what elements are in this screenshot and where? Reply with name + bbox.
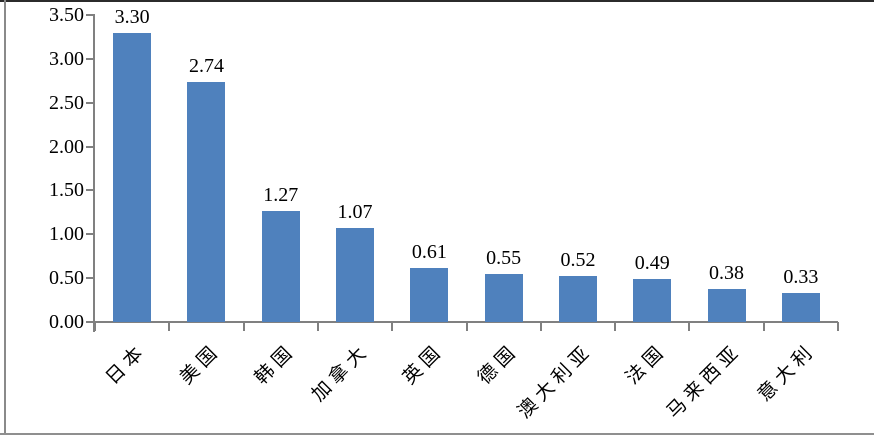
y-axis-tick (86, 321, 93, 323)
bar (484, 273, 523, 322)
x-axis-category-label: 德国 (473, 340, 523, 389)
x-axis-tick (539, 322, 542, 331)
y-axis-tick (86, 57, 93, 60)
bar-value-label: 0.52 (560, 249, 596, 272)
x-axis-line (87, 321, 838, 323)
x-axis-tick (465, 322, 468, 331)
x-axis-tick (688, 322, 691, 331)
y-axis-tick-label: 2.00 (49, 135, 84, 158)
x-axis-tick (391, 322, 394, 331)
bar (261, 210, 300, 322)
y-axis-tick (86, 101, 93, 104)
y-axis-tick-label: 0.00 (49, 311, 84, 333)
bar (633, 279, 672, 322)
y-axis-tick-label: 1.50 (49, 179, 84, 202)
x-axis-tick (242, 322, 245, 331)
x-axis-category-label: 澳大利亚 (514, 340, 597, 423)
x-axis-tick (837, 322, 839, 331)
y-axis-tick (86, 145, 93, 148)
y-axis-tick (86, 277, 93, 280)
x-axis-category-label: 英国 (399, 340, 449, 389)
y-axis-tick (86, 189, 93, 192)
bar-value-label: 2.74 (188, 54, 224, 77)
x-axis-tick (94, 322, 96, 331)
y-axis-tick-label: 3.00 (49, 47, 84, 70)
bar-value-label: 0.55 (486, 246, 522, 269)
y-axis-tick (86, 233, 93, 236)
y-axis-tick-label: 3.50 (49, 4, 84, 26)
y-axis-tick (86, 14, 93, 16)
frame-border-bottom (0, 433, 874, 435)
bar (113, 32, 152, 322)
bar-value-label: 1.07 (337, 201, 373, 224)
bar (336, 228, 375, 322)
x-axis-tick (614, 322, 617, 331)
bar-value-label: 0.33 (783, 266, 819, 289)
x-axis-category-label: 意大利 (753, 340, 820, 406)
bar (410, 268, 449, 322)
x-axis-category-label: 韩国 (250, 340, 300, 389)
y-axis-tick-label: 0.50 (49, 267, 84, 290)
x-axis-category-label: 法国 (622, 340, 672, 389)
y-axis-tick-label: 2.50 (49, 91, 84, 114)
x-axis-category-label: 日本 (102, 340, 152, 389)
bar (558, 276, 597, 322)
x-axis-tick (316, 322, 319, 331)
frame-border-top (0, 0, 874, 2)
bar-value-label: 3.30 (114, 5, 150, 28)
y-axis-line (93, 14, 95, 332)
y-axis-tick-label: 1.00 (49, 223, 84, 246)
x-axis-category-label: 马来西亚 (662, 340, 746, 423)
x-axis-tick (168, 322, 171, 331)
x-axis-tick (762, 322, 765, 331)
bar-value-label: 1.27 (263, 183, 299, 206)
bar (781, 293, 820, 322)
bar-value-label: 0.38 (709, 261, 745, 284)
bar (187, 81, 226, 322)
bar (707, 288, 746, 322)
frame-border-left (4, 0, 6, 435)
x-axis-category-label: 加拿大 (308, 340, 374, 406)
x-axis-category-label: 美国 (176, 340, 226, 389)
bar-value-label: 0.49 (634, 252, 670, 275)
bar-value-label: 0.61 (411, 241, 447, 264)
